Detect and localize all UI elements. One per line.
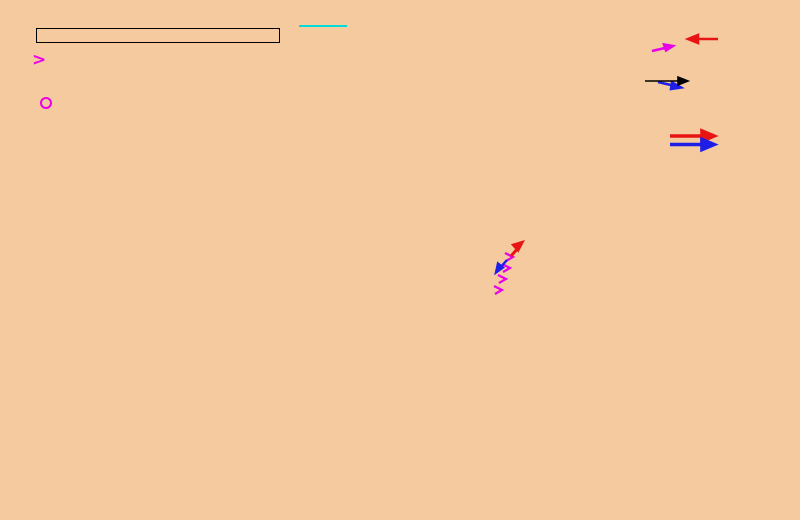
drifter-track-chevrons bbox=[493, 252, 516, 295]
altimetric-scale-arrow bbox=[645, 75, 691, 87]
isobath-legend-line bbox=[299, 25, 347, 27]
drifter-red-arrow bbox=[509, 240, 526, 257]
legend-arrows bbox=[645, 33, 719, 153]
colorbar bbox=[36, 28, 280, 43]
drifter-legend-icon: > bbox=[32, 50, 47, 70]
hf-blue-arrow bbox=[670, 136, 719, 153]
hf-red-arrow bbox=[670, 128, 719, 144]
drifter-track bbox=[493, 240, 526, 295]
glider-speed-arrow bbox=[684, 33, 718, 45]
glider-track-arrow bbox=[651, 42, 677, 53]
copyright-text bbox=[776, 130, 796, 490]
glider-vel-arrow bbox=[657, 80, 685, 91]
drifter-blue-arrow bbox=[494, 259, 508, 276]
argo-legend-icon bbox=[40, 97, 52, 109]
